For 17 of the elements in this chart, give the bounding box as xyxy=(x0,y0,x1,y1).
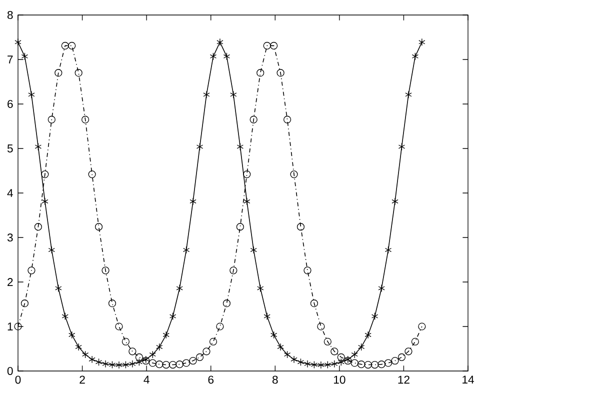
x-tick-label: 2 xyxy=(80,376,85,384)
x-tick-label: 4 xyxy=(144,376,150,384)
y-tick-label: 0 xyxy=(7,366,13,376)
x-tick-label: 0 xyxy=(15,376,21,384)
y-tick-label: 2 xyxy=(8,278,13,286)
y-tick-label: 1 xyxy=(8,322,13,330)
y-tick-label: 3 xyxy=(7,234,13,242)
x-tick-label: 6 xyxy=(208,376,214,384)
y-tick-label: 6 xyxy=(8,100,13,108)
x-tick-label: 10 xyxy=(334,376,346,384)
y-tick-label: 4 xyxy=(7,189,13,197)
x-tick-label: 8 xyxy=(272,376,278,384)
x-tick-label: 12 xyxy=(398,376,410,384)
y-tick-label: 5 xyxy=(7,144,13,152)
y-tick-label: 7 xyxy=(8,56,13,64)
x-tick-label: 14 xyxy=(462,376,474,384)
y-tick-label: 8 xyxy=(7,11,13,20)
